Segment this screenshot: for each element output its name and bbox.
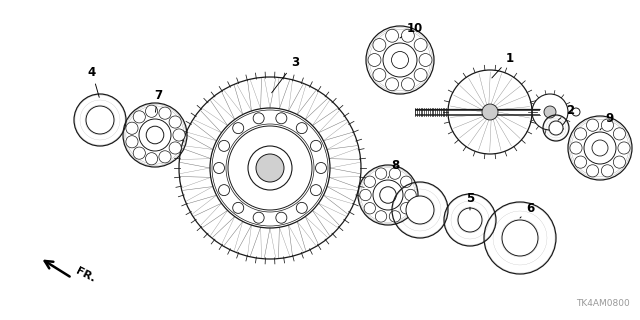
- Circle shape: [375, 168, 387, 179]
- Text: FR.: FR.: [74, 266, 97, 284]
- Circle shape: [575, 156, 587, 168]
- Circle shape: [405, 189, 416, 201]
- Circle shape: [364, 176, 376, 188]
- Text: 3: 3: [271, 55, 299, 93]
- Circle shape: [145, 105, 157, 117]
- Circle shape: [502, 220, 538, 256]
- Circle shape: [592, 140, 608, 156]
- Circle shape: [386, 78, 399, 91]
- Circle shape: [310, 140, 321, 151]
- Circle shape: [389, 211, 401, 222]
- Circle shape: [401, 176, 412, 188]
- Circle shape: [419, 53, 432, 67]
- Circle shape: [276, 212, 287, 223]
- Circle shape: [360, 189, 371, 201]
- Circle shape: [613, 156, 625, 168]
- Circle shape: [572, 108, 580, 116]
- Circle shape: [602, 119, 614, 131]
- Text: TK4AM0800: TK4AM0800: [576, 299, 630, 308]
- Circle shape: [602, 165, 614, 177]
- Text: 1: 1: [492, 52, 514, 78]
- Circle shape: [386, 29, 399, 42]
- Circle shape: [392, 52, 408, 68]
- Circle shape: [458, 208, 482, 232]
- Circle shape: [373, 38, 386, 52]
- Circle shape: [570, 142, 582, 154]
- Circle shape: [218, 185, 230, 196]
- Circle shape: [401, 203, 412, 214]
- Circle shape: [173, 129, 185, 141]
- Text: 2: 2: [558, 103, 574, 120]
- Text: 5: 5: [466, 191, 474, 210]
- Circle shape: [310, 185, 321, 196]
- Circle shape: [618, 142, 630, 154]
- Circle shape: [575, 128, 587, 140]
- Circle shape: [482, 104, 498, 120]
- Circle shape: [253, 113, 264, 124]
- Circle shape: [414, 68, 427, 82]
- Text: 9: 9: [600, 111, 614, 130]
- Circle shape: [406, 196, 434, 224]
- Circle shape: [253, 212, 264, 223]
- Circle shape: [414, 38, 427, 52]
- Circle shape: [373, 68, 386, 82]
- Circle shape: [214, 163, 225, 173]
- Text: 4: 4: [88, 66, 99, 97]
- Text: 7: 7: [154, 89, 162, 112]
- Circle shape: [586, 119, 598, 131]
- Circle shape: [233, 123, 244, 134]
- Circle shape: [549, 121, 563, 135]
- Circle shape: [218, 140, 230, 151]
- Circle shape: [86, 106, 114, 134]
- Text: 10: 10: [400, 21, 423, 38]
- Circle shape: [296, 123, 307, 134]
- Circle shape: [375, 211, 387, 222]
- Circle shape: [145, 153, 157, 165]
- Circle shape: [276, 113, 287, 124]
- Circle shape: [401, 29, 414, 42]
- Circle shape: [126, 122, 138, 134]
- Circle shape: [256, 154, 284, 182]
- Circle shape: [368, 53, 381, 67]
- Circle shape: [401, 78, 414, 91]
- Circle shape: [233, 202, 244, 213]
- Circle shape: [159, 151, 171, 163]
- Circle shape: [146, 126, 164, 144]
- Circle shape: [133, 147, 145, 159]
- Circle shape: [380, 187, 396, 203]
- Circle shape: [126, 136, 138, 148]
- Circle shape: [364, 203, 376, 214]
- Circle shape: [133, 111, 145, 123]
- Circle shape: [169, 116, 181, 128]
- Circle shape: [389, 168, 401, 179]
- Circle shape: [613, 128, 625, 140]
- Circle shape: [296, 202, 307, 213]
- Circle shape: [316, 163, 326, 173]
- Circle shape: [586, 165, 598, 177]
- Circle shape: [159, 107, 171, 119]
- Text: 6: 6: [520, 202, 534, 218]
- Circle shape: [544, 106, 556, 118]
- Text: 8: 8: [388, 158, 399, 178]
- Circle shape: [169, 142, 181, 154]
